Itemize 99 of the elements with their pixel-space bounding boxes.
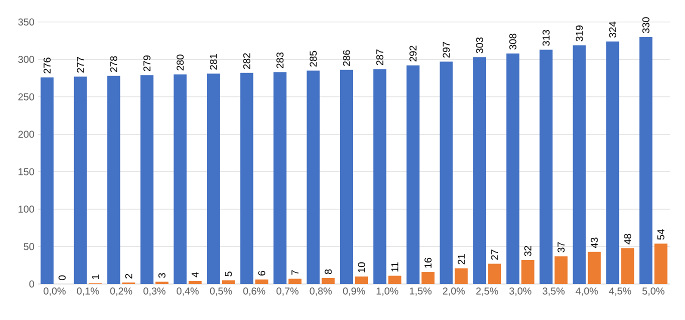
data-label: 8 <box>324 269 332 274</box>
data-label: 54 <box>657 229 664 240</box>
bar <box>322 278 335 284</box>
x-tick-label: 1,0% <box>376 288 398 296</box>
bar <box>572 45 586 284</box>
y-tick-label: 200 <box>18 130 34 138</box>
data-label: 1 <box>92 274 99 279</box>
bar <box>140 75 154 284</box>
data-label: 5 <box>224 272 232 276</box>
x-tick-label: 0,0% <box>44 288 66 296</box>
x-tick-label: 0,2% <box>110 288 132 296</box>
bar <box>306 70 320 284</box>
x-tick-label: 0,8% <box>310 288 332 296</box>
data-label: 297 <box>442 42 450 58</box>
x-tick-label: 2,5% <box>476 288 498 296</box>
data-label: 282 <box>243 53 250 69</box>
data-label: 283 <box>276 52 284 68</box>
bar <box>206 74 220 284</box>
data-label: 313 <box>542 30 550 46</box>
y-tick-label: 250 <box>18 93 34 100</box>
bar <box>521 260 534 284</box>
x-tick-label: 5,0% <box>642 288 664 296</box>
bar <box>40 77 54 284</box>
data-label: 292 <box>410 46 417 62</box>
data-label: 37 <box>558 242 565 252</box>
data-label: 3 <box>158 273 166 278</box>
bar <box>488 264 502 284</box>
data-label: 4 <box>192 272 199 278</box>
y-tick-label: 100 <box>18 206 34 213</box>
x-tick-label: 3,5% <box>542 288 565 296</box>
data-label: 27 <box>491 250 498 260</box>
bar <box>654 244 668 284</box>
x-tick-label: 0,5% <box>210 288 232 296</box>
x-tick-label: 4,0% <box>576 288 598 296</box>
data-label: 303 <box>476 37 484 54</box>
y-tick-label: 0 <box>29 280 34 288</box>
data-label: 286 <box>342 50 350 66</box>
x-tick-label: 0,9% <box>343 288 366 296</box>
bar <box>406 65 420 284</box>
data-label: 319 <box>576 26 583 42</box>
bar <box>174 74 187 284</box>
data-label: 281 <box>210 54 217 70</box>
data-label: 276 <box>44 58 51 74</box>
bar <box>107 76 120 284</box>
y-tick-label: 150 <box>18 168 34 176</box>
bar <box>540 50 553 284</box>
bar <box>639 36 652 284</box>
bar <box>373 69 386 284</box>
x-tick-label: 0,3% <box>143 288 166 296</box>
data-label: 278 <box>110 56 118 72</box>
data-label: 324 <box>609 22 616 38</box>
bar <box>606 41 620 284</box>
bar <box>188 281 202 284</box>
data-label: 48 <box>624 234 632 244</box>
data-label: 43 <box>590 238 598 248</box>
data-label: 7 <box>292 270 298 275</box>
x-tick-label: 3,0% <box>509 288 532 296</box>
bar <box>422 272 435 284</box>
bar <box>355 276 368 284</box>
data-label: 10 <box>358 262 366 272</box>
bar <box>473 57 486 284</box>
bar <box>255 280 268 284</box>
data-label: 277 <box>76 57 84 73</box>
data-label: 285 <box>310 50 317 67</box>
x-tick-label: 0,4% <box>176 288 199 296</box>
data-label: 6 <box>258 270 266 276</box>
x-tick-label: 0,6% <box>243 288 266 296</box>
data-label: 11 <box>391 262 398 272</box>
bar <box>440 62 453 284</box>
data-label: 287 <box>376 50 384 66</box>
bar <box>273 72 286 284</box>
bar <box>388 276 402 284</box>
data-label: 330 <box>642 17 650 34</box>
data-label: 308 <box>509 34 516 50</box>
bar <box>621 248 634 284</box>
bar <box>288 278 302 284</box>
bar <box>588 252 601 284</box>
bar <box>74 76 87 284</box>
data-label: 2 <box>125 274 132 278</box>
y-tick-label: 300 <box>18 56 34 63</box>
data-label: 21 <box>458 254 465 264</box>
bar <box>554 256 568 284</box>
x-tick-label: 0,7% <box>276 288 298 296</box>
x-tick-label: 0,1% <box>76 288 99 296</box>
data-label: 0 <box>58 275 66 280</box>
y-tick-label: 50 <box>24 243 34 250</box>
data-label: 279 <box>143 55 150 72</box>
y-tick-label: 350 <box>18 18 34 26</box>
x-tick-label: 4,5% <box>608 288 632 296</box>
bar <box>240 72 254 284</box>
data-label: 280 <box>176 54 184 70</box>
bar <box>454 268 468 284</box>
bar <box>506 53 520 284</box>
x-tick-label: 2,0% <box>442 288 465 296</box>
bar <box>340 70 354 284</box>
bar <box>222 280 235 284</box>
x-tick-label: 1,5% <box>410 288 432 296</box>
data-label: 32 <box>524 246 532 256</box>
data-label: 16 <box>424 258 432 268</box>
